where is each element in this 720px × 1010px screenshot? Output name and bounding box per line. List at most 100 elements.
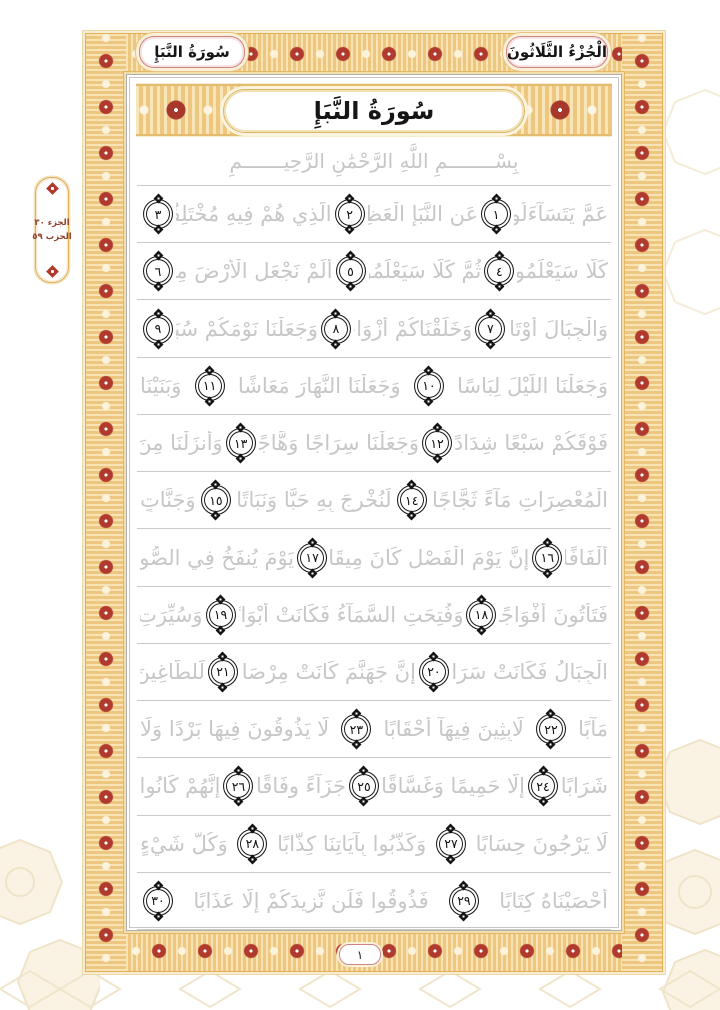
verse-text: الْمُعْصِرَاتِ مَآءً ثَجَّاجًا	[432, 488, 608, 513]
ayah-marker: ٢١	[207, 656, 238, 687]
ayah-marker: ٢٤	[528, 771, 558, 802]
page-content-area: سُورَةُ النَّبَإِ بِسْــــــــمِ اللَّهِ…	[126, 74, 622, 931]
quran-line: لَا يَرْجُونَ حِسَابًا ٢٧ وَكَذَّبُوا بِآي…	[137, 816, 611, 873]
ayah-marker: ٢٥	[348, 771, 379, 802]
verse-text: الَّذِي هُمْ فِيهِ مُخْتَلِفُونَ	[176, 202, 332, 227]
ayah-marker: ١٩	[205, 599, 236, 630]
quran-line: وَجَعَلْنَا اللَّيْلَ لِبَاسًا ١٠ وَجَعَلْ…	[137, 358, 611, 415]
ayah-marker: ١٠	[413, 370, 444, 401]
verse-text: وَجَنَّاتٍ	[140, 488, 196, 513]
verse-text: وَكَذَّبُوا بِآيَاتِنَا كِذَّابًا	[277, 831, 427, 856]
page-number-cartouche: ١	[339, 944, 381, 965]
verse-text: مَآبًا	[578, 717, 608, 742]
verse-text: شَرَابًا	[561, 774, 608, 799]
verse-text: أَلْفَافًا	[565, 545, 608, 570]
ayah-marker: ١٧	[297, 542, 328, 573]
quran-line: وَالْجِبَالَ أَوْتَادًا٧وَخَلَقْنَاكُمْ …	[137, 300, 611, 358]
ayah-marker: ٢٠	[418, 656, 449, 687]
hizb-marker-label: الحزب ٥٩	[32, 232, 72, 242]
verse-text: وَفُتِحَتِ السَّمَآءُ فَكَانَتْ أَبْوَاب…	[238, 602, 464, 627]
ayah-marker: ٨	[320, 313, 351, 344]
ayah-marker: ٦	[143, 256, 173, 287]
ayah-marker: ٢٣	[341, 714, 372, 745]
verse-text: الْجِبَالُ فَكَانَتْ سَرَابًا	[451, 659, 608, 684]
ayah-marker: ٣	[143, 199, 173, 230]
verse-text: وَجَعَلْنَا نَوْمَكُمْ سُبَاتًا	[176, 316, 318, 341]
juz-marker-label: الجزء ٣٠	[34, 217, 70, 228]
quran-line: الْجِبَالُ فَكَانَتْ سَرَابًا ٢٠ إِنَّ جَه…	[137, 644, 611, 702]
verse-text: وَجَعَلْنَا النَّهَارَ مَعَاشًا	[237, 373, 401, 398]
border-band-right	[622, 34, 662, 971]
verse-text: فَذُوقُوا فَلَن نَّزِيدَكُمْ إِلَّا عَذَ…	[193, 888, 429, 913]
verse-text: ثُمَّ كَلَّا سَيَعْلَمُونَ	[369, 259, 482, 284]
verse-text: فَتَأْتُونَ أَفْوَاجًا	[499, 602, 608, 627]
verse-text: وَكُلَّ شَيْءٍ	[140, 831, 228, 856]
ayah-marker: ١٣	[225, 428, 256, 459]
verse-text: إِلَّا حَمِيمًا وَغَسَّاقًا	[381, 774, 525, 799]
juz-name-cartouche: الْجُزْءُ الثَّلَاثُونَ	[506, 36, 608, 68]
surah-name-label: سُورَةُ النَّبَإِ	[154, 43, 230, 61]
verse-text: إِنَّ جَهَنَّمَ كَانَتْ مِرْصَادًا	[240, 659, 416, 684]
bismillah-line: بِسْــــــــمِ اللَّهِ الرَّحْمَٰنِ الرَ…	[137, 136, 611, 186]
border-band-left	[86, 34, 126, 971]
ayah-marker: ١١	[194, 370, 225, 401]
ayah-marker: ١٦	[532, 542, 563, 573]
ayah-marker: ١٤	[396, 485, 427, 516]
ayah-marker: ٤	[484, 256, 515, 287]
ayah-marker: ٢٧	[435, 828, 466, 859]
quran-line: شَرَابًا ٢٤ إِلَّا حَمِيمًا وَغَسَّاقًا ٢٥ ج…	[137, 758, 611, 816]
verse-text: وَأَنزَلْنَا مِنَ	[140, 431, 223, 456]
verse-text: لَّابِثِينَ فِيهَآ أَحْقَابًا	[383, 717, 524, 742]
surah-name-cartouche: سُورَةُ النَّبَإِ	[139, 36, 245, 68]
verse-text: لِّلطَّاغِينَ	[140, 659, 205, 684]
juz-hizb-marker: الجزء ٣٠ الحزب ٥٩	[32, 177, 72, 283]
verse-rows: بِسْــــــــمِ اللَّهِ الرَّحْمَٰنِ الرَ…	[137, 136, 611, 931]
ayah-marker: ٢٨	[237, 828, 268, 859]
verse-text: لَا يَرْجُونَ حِسَابًا	[475, 831, 608, 856]
verse-text: فَوْقَكُمْ سَبْعًا شِدَادًا	[455, 431, 608, 456]
surah-title: سُورَةُ النَّبَإِ	[313, 97, 435, 125]
ayah-marker: ١٥	[200, 485, 231, 516]
quran-line: فَتَأْتُونَ أَفْوَاجًا ١٨ وَفُتِحَتِ السَّ…	[137, 587, 611, 644]
verse-text: وَسُيِّرَتِ	[140, 602, 203, 627]
verse-text: عَنِ النَّبَإِ الْعَظِيمِ	[368, 202, 479, 227]
verse-text: إِنَّهُمْ كَانُوا	[140, 774, 221, 799]
ayah-marker: ٩	[143, 313, 173, 344]
verse-text: أَلَمْ نَجْعَلِ الْأَرْضَ مِهَادًا	[176, 259, 333, 284]
ayah-marker: ٧	[475, 313, 506, 344]
quran-line: أَحْصَيْنَاهُ كِتَابًا ٢٩ فَذُوقُوا فَلَن …	[137, 873, 611, 931]
verse-text: وَخَلَقْنَاكُمْ أَزْوَاجًا	[354, 316, 473, 341]
surah-title-banner: سُورَةُ النَّبَإِ	[136, 84, 612, 136]
verse-text: كَلَّا سَيَعْلَمُونَ	[517, 259, 608, 284]
quran-line: فَوْقَكُمْ سَبْعًا شِدَادًا ١٢ وَجَعَلْنَا…	[137, 415, 611, 473]
page-number: ١	[356, 947, 364, 962]
ayah-marker: ١٨	[466, 599, 497, 630]
ayah-marker: ١	[481, 199, 512, 230]
ayah-marker: ٢٦	[223, 771, 254, 802]
ayah-marker: ٣٠	[143, 885, 174, 916]
quran-line: الْمُعْصِرَاتِ مَآءً ثَجَّاجًا ١٤ لِّنُخْر…	[137, 472, 611, 530]
ornate-border-frame: سُورَةُ النَّبَإِ بِسْــــــــمِ اللَّهِ…	[85, 33, 663, 972]
watermark-pattern	[0, 969, 720, 1009]
verse-text: يَوْمَ يُنفَخُ فِي الصُّورِ	[140, 545, 295, 570]
verse-text: وَالْجِبَالَ أَوْتَادًا	[508, 316, 608, 341]
verse-text: وَجَعَلْنَا سِرَاجًا وَهَّاجًا	[258, 431, 420, 456]
quran-line: أَلْفَافًا ١٦ إِنَّ يَوْمَ الْفَصْلِ كَانَ…	[137, 529, 611, 587]
verse-text: أَحْصَيْنَاهُ كِتَابًا	[499, 888, 608, 913]
verse-text: جَزَآءً وِفَاقًا	[256, 774, 346, 799]
verse-text: إِنَّ يَوْمَ الْفَصْلِ كَانَ مِيقَاتًا	[330, 545, 530, 570]
verse-text: عَمَّ يَتَسَآءَلُونَ	[514, 202, 608, 227]
verse-text: لَّا يَذُوقُونَ فِيهَا بَرْدًا وَلَا	[140, 717, 330, 742]
verse-text: لِّنُخْرِجَ بِهِ حَبًّا وَنَبَاتًا	[236, 488, 392, 513]
verse-text: وَجَعَلْنَا اللَّيْلَ لِبَاسًا	[457, 373, 608, 398]
quran-line: مَآبًا ٢٢ لَّابِثِينَ فِيهَآ أَحْقَابًا ٢٣ ل…	[137, 701, 611, 759]
quran-line: كَلَّا سَيَعْلَمُونَ٤ثُمَّ كَلَّا سَيَعْ…	[137, 243, 611, 301]
quran-line: عَمَّ يَتَسَآءَلُونَ١عَنِ النَّبَإِ الْع…	[137, 186, 611, 244]
ayah-marker: ٢	[334, 199, 365, 230]
ayah-marker: ٥	[335, 256, 366, 287]
ayah-marker: ٢٩	[448, 885, 479, 916]
juz-name-label: الْجُزْءُ الثَّلَاثُونَ	[507, 43, 607, 61]
ayah-marker: ١٢	[422, 428, 453, 459]
verse-text: وَبَنَيْنَا	[140, 373, 182, 398]
